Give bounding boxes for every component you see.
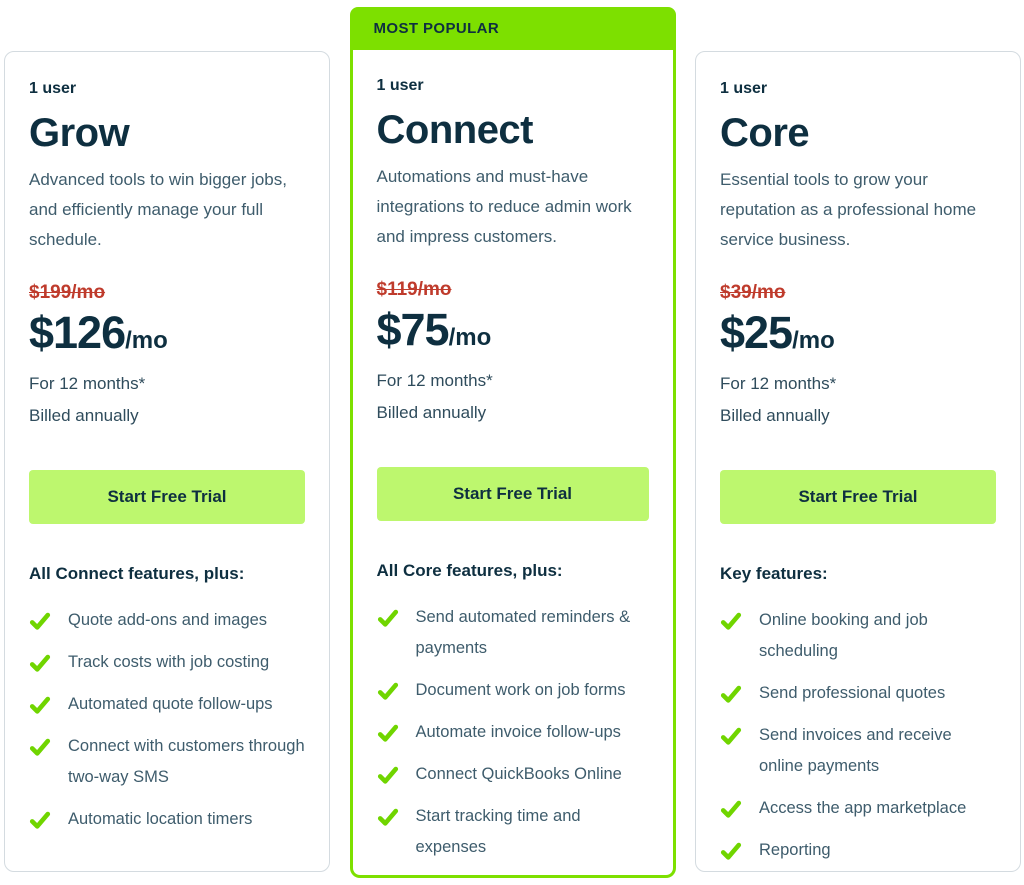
start-free-trial-button[interactable]: Start Free Trial	[720, 470, 996, 524]
plan-description: Advanced tools to win bigger jobs, and e…	[29, 170, 287, 249]
feature-label: Document work on job forms	[415, 681, 626, 699]
plan-description: Essential tools to grow your reputation …	[720, 170, 977, 249]
check-icon	[29, 738, 51, 756]
feature-item: Reporting	[720, 835, 996, 866]
feature-label: Send professional quotes	[759, 684, 946, 702]
original-price: $119/mo	[376, 279, 452, 300]
price-block: $39/mo $25 /mo For 12 months* Billed ann…	[720, 282, 996, 432]
plan-column-grow: 1 user Grow Advanced tools to win bigger…	[4, 51, 330, 885]
plan-name: Core	[720, 111, 810, 155]
features-section: All Core features, plus: Send automated …	[377, 561, 649, 863]
check-icon	[720, 800, 742, 818]
plan-card-grow: 1 user Grow Advanced tools to win bigger…	[4, 51, 330, 872]
check-icon	[377, 808, 398, 826]
price-term: For 12 months* Billed annually	[29, 368, 305, 432]
price-term: For 12 months* Billed annually	[720, 368, 996, 432]
feature-label: Quote add-ons and images	[68, 611, 268, 629]
billing-cycle: Billed annually	[720, 406, 830, 425]
plan-description: Automations and must-have integrations t…	[376, 167, 632, 246]
billing-cycle: Billed annually	[376, 403, 487, 422]
price-block: $199/mo $126 /mo For 12 months* Billed a…	[29, 282, 305, 432]
feature-item: Start tracking time and expenses	[377, 801, 649, 863]
feature-list: Online booking and job scheduling Send p…	[720, 605, 996, 866]
feature-item: Access the app marketplace	[720, 793, 996, 824]
features-section: All Connect features, plus: Quote add-on…	[29, 564, 305, 835]
check-icon	[720, 612, 742, 630]
plan-card-connect: 1 user Connect Automations and must-have…	[349, 50, 676, 878]
price-suffix: /mo	[448, 324, 492, 351]
price-suffix: /mo	[792, 327, 835, 354]
current-price: $75 /mo	[377, 304, 649, 356]
start-free-trial-button[interactable]: Start Free Trial	[376, 467, 649, 521]
term-duration: For 12 months*	[376, 371, 493, 390]
check-icon	[377, 682, 398, 700]
plan-column-connect: MOST POPULAR 1 user Connect Automations …	[349, 7, 676, 885]
plan-card-core: 1 user Core Essential tools to grow your…	[695, 51, 1021, 872]
price-block: $119/mo $75 /mo For 12 months* Billed an…	[377, 279, 649, 429]
billing-cycle: Billed annually	[29, 406, 139, 425]
check-icon	[720, 685, 742, 703]
features-header: Key features:	[720, 564, 828, 583]
plan-name: Grow	[29, 111, 130, 155]
feature-item: Connect with customers through two-way S…	[29, 731, 305, 793]
feature-label: Connect QuickBooks Online	[415, 765, 622, 783]
price-amount: $75	[376, 304, 450, 355]
feature-label: Send automated reminders & payments	[415, 608, 631, 657]
feature-item: Automatic location timers	[29, 804, 305, 835]
most-popular-banner: MOST POPULAR	[349, 7, 676, 50]
feature-label: Start tracking time and expenses	[415, 807, 581, 856]
check-icon	[29, 612, 51, 630]
term-duration: For 12 months*	[720, 374, 837, 393]
feature-list: Send automated reminders & payments Docu…	[377, 602, 649, 863]
feature-label: Access the app marketplace	[759, 799, 967, 817]
feature-label: Automate invoice follow-ups	[415, 723, 621, 741]
features-section: Key features: Online booking and job sch…	[720, 564, 996, 866]
plan-column-core: 1 user Core Essential tools to grow your…	[695, 51, 1021, 885]
feature-item: Automated quote follow-ups	[29, 689, 305, 720]
current-price: $126 /mo	[29, 307, 305, 359]
current-price: $25 /mo	[720, 307, 996, 359]
check-icon	[377, 724, 398, 742]
feature-item: Online booking and job scheduling	[720, 605, 996, 667]
original-price: $199/mo	[29, 282, 106, 303]
user-count-label: 1 user	[376, 77, 424, 94]
most-popular-label: MOST POPULAR	[373, 20, 500, 37]
check-icon	[720, 727, 742, 745]
feature-label: Automatic location timers	[68, 810, 253, 828]
features-header: All Connect features, plus:	[29, 564, 245, 583]
feature-label: Automated quote follow-ups	[68, 695, 273, 713]
check-icon	[377, 766, 398, 784]
feature-label: Connect with customers through two-way S…	[68, 737, 305, 786]
feature-item: Send automated reminders & payments	[377, 602, 649, 664]
feature-label: Reporting	[759, 841, 831, 859]
features-header: All Core features, plus:	[376, 561, 563, 580]
feature-item: Send professional quotes	[720, 678, 996, 709]
feature-label: Online booking and job scheduling	[759, 611, 928, 660]
price-amount: $126	[29, 307, 126, 358]
price-amount: $25	[720, 307, 793, 358]
check-icon	[29, 696, 51, 714]
feature-item: Track costs with job costing	[29, 647, 305, 678]
feature-list: Quote add-ons and images Track costs wit…	[29, 605, 305, 835]
feature-item: Send invoices and receive online payment…	[720, 720, 996, 782]
term-duration: For 12 months*	[29, 374, 146, 393]
user-count-label: 1 user	[720, 80, 768, 97]
start-free-trial-button[interactable]: Start Free Trial	[29, 470, 305, 524]
check-icon	[29, 654, 51, 672]
feature-item: Document work on job forms	[377, 675, 649, 706]
feature-label: Send invoices and receive online payment…	[759, 726, 952, 775]
feature-label: Track costs with job costing	[68, 653, 270, 671]
price-term: For 12 months* Billed annually	[377, 365, 649, 429]
feature-item: Connect QuickBooks Online	[377, 759, 649, 790]
check-icon	[720, 842, 742, 860]
original-price: $39/mo	[720, 282, 786, 303]
check-icon	[377, 609, 398, 627]
price-suffix: /mo	[125, 327, 168, 354]
feature-item: Automate invoice follow-ups	[377, 717, 649, 748]
user-count-label: 1 user	[29, 80, 77, 97]
check-icon	[29, 811, 51, 829]
feature-item: Quote add-ons and images	[29, 605, 305, 636]
plan-name: Connect	[376, 108, 534, 152]
